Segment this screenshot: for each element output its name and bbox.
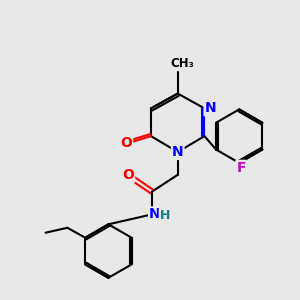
Text: O: O — [120, 136, 132, 150]
Text: F: F — [236, 161, 246, 175]
Text: N: N — [172, 145, 184, 159]
Text: CH₃: CH₃ — [171, 57, 195, 70]
Text: N: N — [149, 207, 161, 221]
Text: H: H — [160, 209, 170, 222]
Text: O: O — [122, 168, 134, 182]
Text: N: N — [205, 101, 216, 116]
